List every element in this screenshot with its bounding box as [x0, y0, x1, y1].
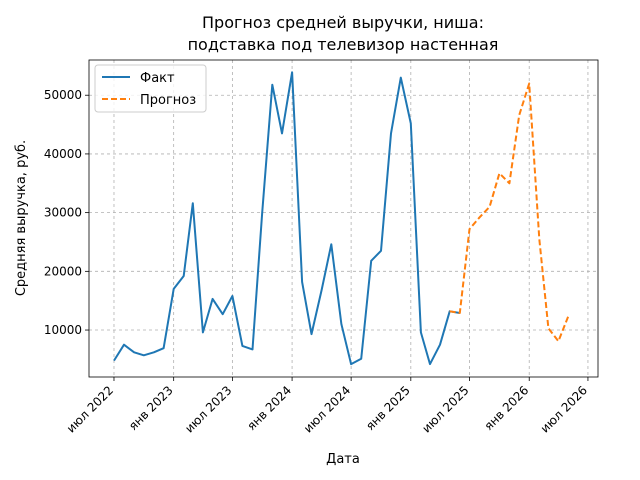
chart-title-line-2: подставка под телевизор настенная	[188, 35, 499, 54]
series-line-fact	[113, 71, 460, 366]
series-line-forecast	[449, 82, 570, 343]
legend: Факт Прогноз	[94, 64, 207, 113]
x-tick-label-5: янв 2025	[363, 383, 413, 433]
x-tick-label-1: янв 2023	[126, 383, 176, 433]
x-tick-label-4: июл 2024	[301, 383, 353, 435]
legend-label-forecast: Прогноз	[140, 93, 196, 108]
y-axis-label: Средняя выручка, руб.	[14, 140, 29, 296]
x-tick-label-0: июл 2022	[64, 383, 116, 435]
x-tick-label-3: янв 2024	[244, 383, 294, 433]
x-tick-label-8: июл 2026	[538, 383, 590, 435]
axis-ticks: июл 2022 янв 2023 июл 2023 янв 2024 июл 2024…	[44, 88, 590, 435]
x-tick-label-6: июл 2025	[419, 383, 471, 435]
y-tick-label-1: 20000	[44, 264, 82, 278]
x-tick-label-2: июл 2023	[182, 383, 234, 435]
x-axis-label: Дата	[326, 452, 360, 467]
y-tick-label-4: 50000	[44, 88, 82, 102]
x-tick-label-7: янв 2026	[481, 383, 531, 433]
legend-label-fact: Факт	[140, 71, 175, 86]
y-tick-label-3: 40000	[44, 147, 82, 161]
y-tick-label-0: 10000	[44, 323, 82, 337]
series-layer	[113, 71, 570, 366]
plot-frame	[88, 59, 599, 378]
y-tick-label-2: 30000	[44, 206, 82, 220]
chart-title-line-1: Прогноз средней выручки, ниша:	[202, 13, 484, 32]
